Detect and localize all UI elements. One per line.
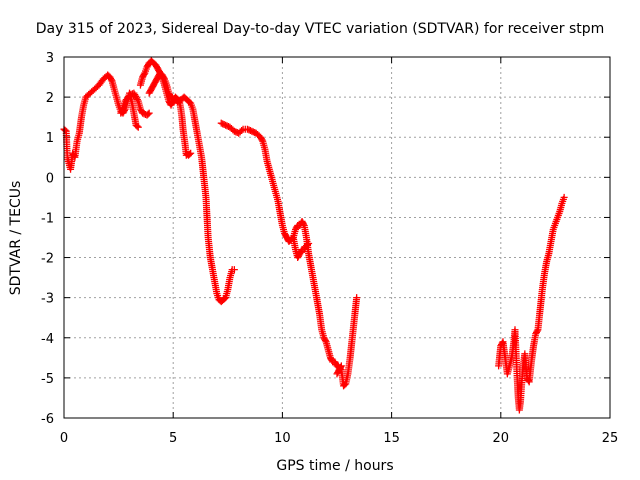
data-point xyxy=(337,363,345,371)
data-point xyxy=(160,74,168,82)
x-tick-label: 15 xyxy=(383,431,400,446)
y-tick-label: -2 xyxy=(41,252,54,267)
data-point xyxy=(560,193,568,201)
data-point xyxy=(221,295,229,303)
x-tick-label: 0 xyxy=(60,431,68,446)
data-point xyxy=(230,266,238,274)
data-point xyxy=(107,76,115,84)
x-tick-label: 10 xyxy=(274,431,291,446)
x-tick-label: 5 xyxy=(169,431,177,446)
data-point xyxy=(144,110,152,118)
y-axis-ticks: -6 -5 -4 -3 -2 -1 0 1 2 3 xyxy=(41,51,610,427)
data-point xyxy=(133,122,141,130)
data-point xyxy=(186,150,194,158)
chart-title: Day 315 of 2023, Sidereal Day-to-day VTE… xyxy=(36,21,605,37)
y-tick-label: 1 xyxy=(46,131,54,146)
data-point xyxy=(321,336,329,344)
data-point xyxy=(353,294,361,302)
data-point xyxy=(145,109,153,117)
x-axis-label: GPS time / hours xyxy=(276,458,393,474)
data-point xyxy=(341,381,349,389)
y-tick-label: 0 xyxy=(46,171,54,186)
data-point xyxy=(533,327,541,335)
data-point xyxy=(337,362,345,370)
y-tick-label: 2 xyxy=(46,91,54,106)
x-tick-label: 25 xyxy=(602,431,619,446)
data-points xyxy=(60,57,568,414)
y-tick-label: -3 xyxy=(41,292,54,307)
y-axis-label: SDTVAR / TECUs xyxy=(8,181,24,296)
data-point xyxy=(61,126,69,134)
y-tick-label: -1 xyxy=(41,211,54,226)
y-tick-label: -5 xyxy=(41,372,54,387)
data-point xyxy=(133,96,141,104)
data-point xyxy=(187,149,195,157)
y-tick-label: -6 xyxy=(41,412,54,427)
x-tick-label: 20 xyxy=(493,431,510,446)
data-point xyxy=(300,220,308,228)
data-point xyxy=(238,127,246,135)
plot-frame xyxy=(63,56,611,419)
y-tick-label: -4 xyxy=(41,332,54,347)
data-point xyxy=(140,70,148,78)
data-point xyxy=(258,136,266,144)
data-point xyxy=(134,123,142,131)
y-tick-label: 3 xyxy=(46,51,54,66)
